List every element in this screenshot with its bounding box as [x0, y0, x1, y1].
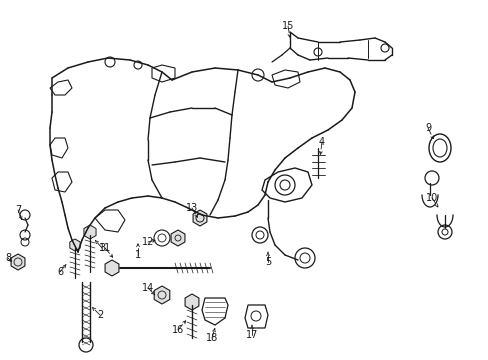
- Ellipse shape: [432, 139, 446, 157]
- Text: 14: 14: [142, 283, 154, 293]
- Text: 5: 5: [264, 257, 270, 267]
- Text: 8: 8: [5, 253, 11, 263]
- Text: 6: 6: [57, 267, 63, 277]
- Text: 12: 12: [142, 237, 154, 247]
- Text: 7: 7: [15, 205, 21, 215]
- Text: 13: 13: [185, 203, 198, 213]
- Text: 18: 18: [205, 333, 218, 343]
- Text: 3: 3: [99, 243, 105, 253]
- Text: 10: 10: [425, 193, 437, 203]
- Text: 11: 11: [99, 243, 111, 253]
- Text: 15: 15: [281, 21, 294, 31]
- Text: 9: 9: [424, 123, 430, 133]
- Text: 1: 1: [135, 250, 141, 260]
- Text: 2: 2: [97, 310, 103, 320]
- Text: 16: 16: [171, 325, 184, 335]
- Text: 4: 4: [318, 137, 325, 147]
- Text: 17: 17: [245, 330, 258, 340]
